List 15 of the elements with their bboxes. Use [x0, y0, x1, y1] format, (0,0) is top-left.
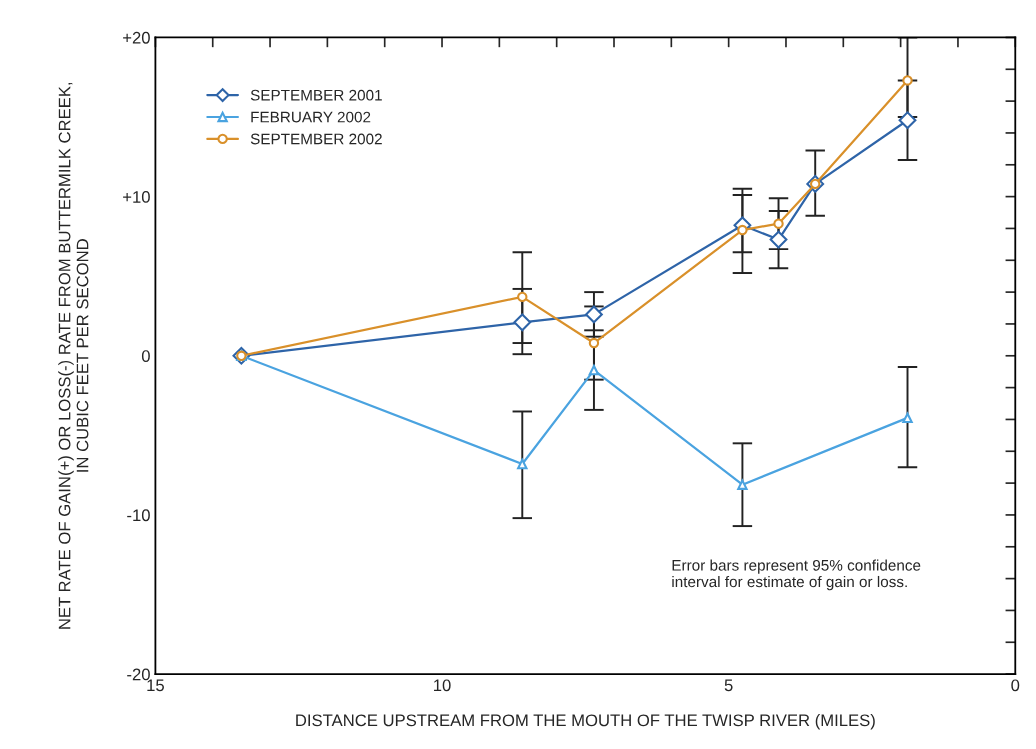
y-axis-title: NET RATE OF GAIN(+) OR LOSS(-) RATE FROM BUTTERMILK CREEK, IN CUBIC FEET PER SECOND — [58, 82, 89, 629]
y-tick-label: 0 — [141, 350, 150, 362]
y-tick-label: +20 — [123, 31, 150, 44]
x-tick-label: 0 — [1011, 679, 1020, 692]
x-axis-title: DISTANCE UPSTREAM FROM THE MOUTH OF THE TWISP RIVER (MILES) — [296, 713, 875, 730]
legend-label: FEBRUARY 2002 — [251, 111, 371, 123]
annotation: Error bars represent 95% confidence interval for estimate of gain or loss. — [672, 559, 921, 591]
y-tick-label: +10 — [123, 191, 150, 203]
x-tick-label: 10 — [434, 679, 451, 692]
x-tick-label: 15 — [147, 679, 164, 692]
y-tick-label: -10 — [127, 509, 150, 522]
legend-label: SEPTEMBER 2002 — [250, 133, 382, 145]
y-tick-label: -20 — [127, 668, 150, 681]
legend-label: SEPTEMBER 2001 — [250, 89, 382, 101]
x-tick-label: 5 — [724, 679, 733, 692]
